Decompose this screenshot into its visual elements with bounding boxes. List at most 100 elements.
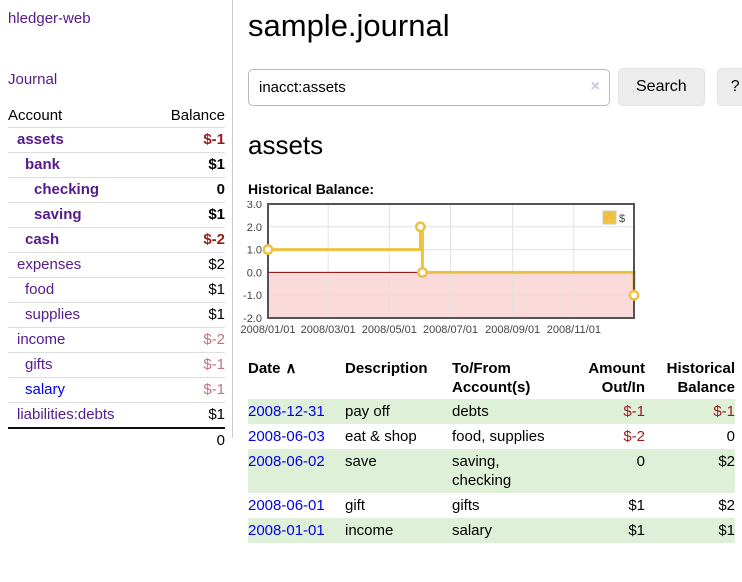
register-row: 2008-06-03 eat & shop food, supplies $-2… — [248, 424, 735, 449]
account-balance: $1 — [151, 302, 225, 328]
account-link-cash[interactable]: cash — [25, 231, 60, 248]
account-link-checking[interactable]: checking — [34, 181, 100, 198]
account-row-bank: bank $1 — [8, 152, 225, 178]
transaction-amount: 0 — [636, 453, 645, 470]
account-balance: $-2 — [151, 227, 225, 253]
transaction-date-link[interactable]: 2008-06-02 — [248, 453, 325, 470]
main-content: sample.journal × Search ? assets Histori… — [240, 0, 742, 543]
account-row-income: income $-2 — [8, 327, 225, 353]
accounts-header-account: Account — [8, 107, 63, 124]
transaction-amount: $-2 — [623, 428, 645, 445]
transaction-balance: $-1 — [713, 403, 735, 420]
help-button[interactable]: ? — [716, 68, 742, 106]
svg-text:2008/07/01: 2008/07/01 — [423, 324, 478, 336]
register-account-heading: assets — [248, 130, 324, 160]
account-balance: $1 — [151, 152, 225, 178]
account-link-bank[interactable]: bank — [25, 156, 61, 173]
account-balance: $2 — [151, 252, 225, 278]
account-row-supplies: supplies $1 — [8, 302, 225, 328]
transaction-accounts: gifts — [452, 497, 480, 514]
svg-text:1.0: 1.0 — [247, 245, 262, 257]
transaction-accounts: food, supplies — [452, 428, 545, 445]
register-row: 2008-01-01 income salary $1 $1 — [248, 518, 735, 543]
account-row-saving: saving $1 — [8, 202, 225, 228]
transaction-accounts: salary — [452, 522, 493, 539]
transaction-date-link[interactable]: 2008-01-01 — [248, 522, 325, 539]
register-header-balance: Historical Balance — [666, 360, 735, 396]
register-header-description: Description — [345, 360, 428, 377]
transaction-accounts: debts — [452, 403, 489, 420]
account-link-expenses[interactable]: expenses — [17, 256, 82, 273]
account-balance: $1 — [151, 202, 225, 228]
account-row-expenses: expenses $2 — [8, 252, 225, 278]
svg-text:$: $ — [619, 213, 625, 225]
svg-text:2.0: 2.0 — [247, 222, 262, 234]
svg-text:2008/11/01: 2008/11/01 — [547, 324, 601, 336]
transaction-balance: 0 — [726, 428, 735, 445]
account-row-checking: checking 0 — [8, 177, 225, 203]
account-balance: $-1 — [151, 352, 225, 378]
transaction-accounts: saving, checking — [452, 453, 512, 489]
account-row-salary: salary $-1 — [8, 377, 225, 403]
historical-balance-chart[interactable]: $3.0 2.0 1.0 0.0 -1.0 -2.0 2008/01/01 2008/03/0… — [234, 199, 742, 341]
accounts-total-value: 0 — [151, 427, 225, 453]
svg-text:-1.0: -1.0 — [243, 290, 262, 302]
page-title: sample.journal — [248, 8, 450, 43]
svg-text:2008/09/01: 2008/09/01 — [485, 324, 540, 336]
svg-text:2008/05/01: 2008/05/01 — [362, 324, 417, 336]
transaction-balance: $1 — [718, 522, 735, 539]
search-input[interactable] — [248, 68, 610, 106]
brand-link[interactable]: hledger-web — [8, 10, 91, 27]
transaction-description: save — [345, 453, 377, 470]
account-link-gifts[interactable]: gifts — [25, 356, 53, 373]
account-row-cash: cash $-2 — [8, 227, 225, 253]
search-form: × Search ? — [248, 68, 742, 106]
register-row: 2008-12-31 pay off debts $-1 $-1 — [248, 399, 735, 424]
account-balance: $-1 — [151, 127, 225, 153]
search-button[interactable]: Search — [618, 68, 705, 106]
chart-title: Historical Balance: — [248, 181, 375, 197]
register-header-row: Date ∧ Description To/From Account(s) Amo… — [248, 357, 735, 399]
transaction-date-link[interactable]: 2008-06-03 — [248, 428, 325, 445]
svg-text:3.0: 3.0 — [247, 201, 262, 211]
account-link-supplies[interactable]: supplies — [25, 306, 81, 323]
transaction-date-link[interactable]: 2008-12-31 — [248, 403, 325, 420]
account-link-salary[interactable]: salary — [25, 381, 66, 398]
sidebar: hledger-web Journal Account Balance asse… — [0, 0, 233, 453]
register-header-accounts: To/From Account(s) — [452, 360, 531, 396]
transaction-amount: $-1 — [623, 403, 645, 420]
transaction-description: pay off — [345, 403, 390, 420]
transaction-amount: $1 — [628, 497, 645, 514]
register-table: Date ∧ Description To/From Account(s) Amo… — [248, 357, 735, 543]
account-row-assets: assets $-1 — [8, 127, 225, 153]
account-link-liabilities-debts[interactable]: liabilities:debts — [17, 406, 115, 423]
account-balance: $1 — [151, 402, 225, 428]
account-row-gifts: gifts $-1 — [8, 352, 225, 378]
account-link-food[interactable]: food — [25, 281, 55, 298]
transaction-amount: $1 — [628, 522, 645, 539]
account-link-income[interactable]: income — [17, 331, 66, 348]
sort-ascending-icon: ∧ — [285, 360, 297, 377]
transaction-description: gift — [345, 497, 366, 514]
sidebar-item-journal[interactable]: Journal — [8, 71, 58, 88]
transaction-balance: $2 — [718, 453, 735, 470]
account-balance: 0 — [151, 177, 225, 203]
account-row-liabilities-debts: liabilities:debts $1 — [8, 402, 225, 428]
account-balance: $-2 — [151, 327, 225, 353]
transaction-date-link[interactable]: 2008-06-01 — [248, 497, 325, 514]
svg-text:2008/01/01: 2008/01/01 — [240, 324, 295, 336]
accounts-table: Account Balance assets $-1 bank $1 check… — [8, 104, 225, 453]
register-header-date[interactable]: Date ∧ — [248, 360, 297, 377]
accounts-table-header: Account Balance — [8, 104, 225, 128]
account-balance: $1 — [151, 277, 225, 303]
register-header-amount: Amount Out/In — [588, 360, 645, 396]
transaction-description: eat & shop — [345, 428, 417, 445]
account-balance: $-1 — [151, 377, 225, 403]
account-link-assets[interactable]: assets — [17, 131, 64, 148]
transaction-description: income — [345, 522, 394, 539]
clear-search-icon[interactable]: × — [590, 77, 600, 95]
register-row: 2008-06-02 save saving, checking 0 $2 — [248, 449, 735, 493]
svg-text:2008/03/01: 2008/03/01 — [301, 324, 356, 336]
account-link-saving[interactable]: saving — [34, 206, 82, 223]
